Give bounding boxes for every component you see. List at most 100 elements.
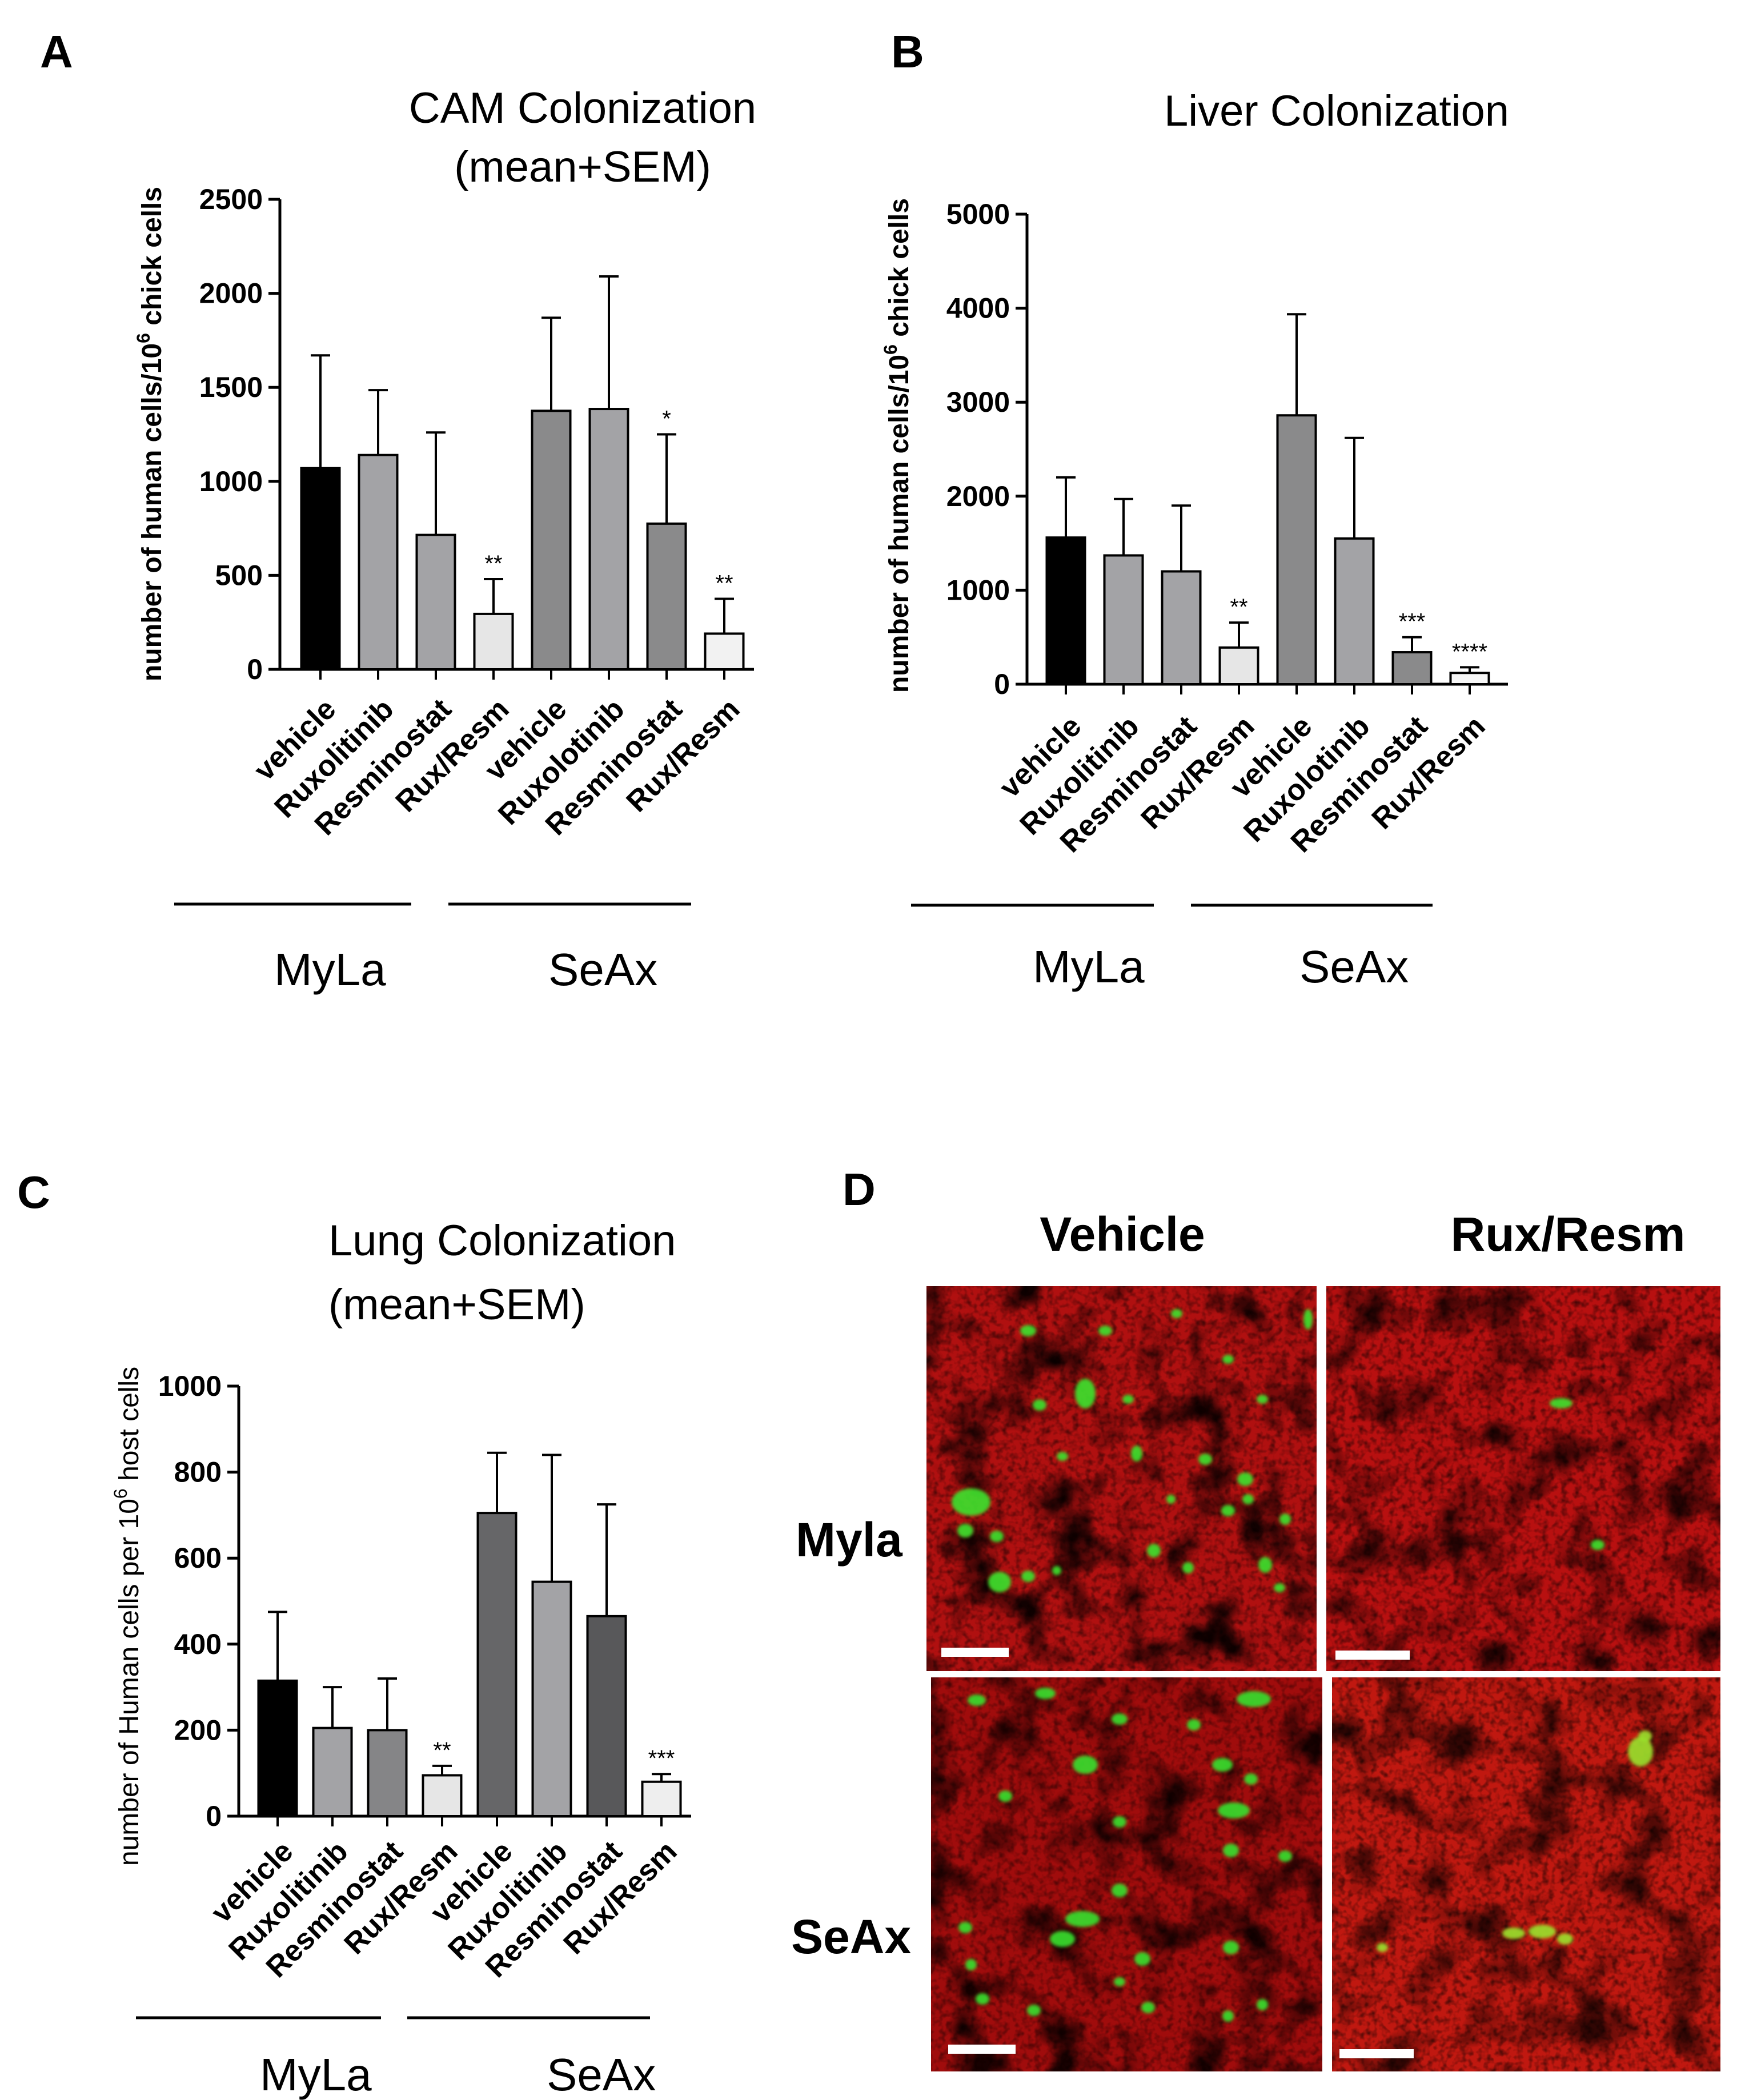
cell-spot (1073, 1756, 1098, 1774)
cell-spot (1198, 1453, 1212, 1465)
micrograph-myla-rux-resm (1326, 1286, 1720, 1671)
cell-spot (1529, 1925, 1556, 1938)
cell-spot (1628, 1737, 1653, 1766)
bar (588, 408, 629, 670)
y-tick-label: 2000 (199, 278, 263, 310)
group-label: MyLa (274, 944, 386, 995)
chart-a: CAM Colonization (mean+SEM) number of huma… (133, 84, 756, 995)
bar (473, 612, 514, 670)
cell-spot (988, 1572, 1011, 1592)
bar (257, 1679, 298, 1817)
micrograph-myla-vehicle (926, 1286, 1317, 1671)
row-header-myla: Myla (796, 1513, 903, 1567)
significance-label: ** (715, 571, 733, 596)
cell-spot (1550, 1398, 1572, 1408)
cell-spot (1278, 1850, 1292, 1862)
cell-spot (1212, 1758, 1233, 1772)
cell-spot (958, 1922, 972, 1933)
bar (704, 632, 745, 671)
cell-spot (1141, 2002, 1155, 2013)
cell-spot (965, 1959, 977, 1970)
cell-spot (968, 1695, 986, 1706)
cell-spot (1223, 1941, 1239, 1954)
y-tick-label: 500 (215, 559, 263, 591)
y-tick-label: 5000 (946, 198, 1010, 230)
cell-spot (1035, 1688, 1056, 1699)
bar (586, 1615, 627, 1817)
scale-bar (1339, 2049, 1414, 2058)
significance-label: ** (433, 1738, 451, 1763)
bar (422, 1774, 463, 1818)
chart-title: Liver Colonization (1164, 87, 1509, 135)
significance-label: ** (484, 551, 502, 576)
cell-spot (1237, 1691, 1271, 1707)
group-label: SeAx (547, 2049, 656, 2100)
cell-spot (1258, 1557, 1272, 1573)
significance-label: * (662, 407, 671, 432)
micrograph-seax-rux-resm (1332, 1677, 1720, 2071)
cell-spot (1147, 1544, 1161, 1557)
group-label: SeAx (548, 944, 657, 995)
panel-c-letter: C (17, 1167, 50, 1218)
chart-title: CAM Colonization (409, 84, 756, 132)
cell-spot (1257, 1395, 1268, 1404)
y-tick-label: 400 (174, 1628, 222, 1660)
y-tick-label: 0 (247, 653, 263, 685)
cell-spot (1033, 1399, 1046, 1411)
y-tick-label: 2500 (199, 183, 263, 215)
cell-spot (1638, 1730, 1652, 1742)
bar (1045, 536, 1086, 685)
cell-spot (1187, 1719, 1201, 1730)
panel-d-letter: D (843, 1164, 876, 1215)
bar (1334, 537, 1375, 685)
scale-bar (941, 1648, 1009, 1657)
cell-spot (1237, 1472, 1253, 1486)
cell-spot (1222, 1355, 1234, 1364)
bar (1449, 672, 1490, 686)
group-label: MyLa (1033, 941, 1145, 992)
bar (312, 1726, 353, 1818)
cell-spot (1122, 1395, 1134, 1404)
y-tick-label: 200 (174, 1714, 222, 1746)
chart-c: Lung Colonization (mean+SEM) number of Hum… (110, 1216, 691, 2100)
cell-spot (1221, 1505, 1235, 1516)
bar (646, 522, 687, 670)
cell-spot (1182, 1562, 1194, 1573)
bar (1218, 646, 1259, 686)
y-tick-label: 0 (206, 1800, 222, 1832)
y-tick-label: 800 (174, 1456, 222, 1488)
cell-spot (1112, 1713, 1128, 1725)
y-axis-label: number of human cells/106 chick cells (880, 198, 914, 693)
cell-spot (1113, 1816, 1126, 1828)
cell-spot (1065, 1911, 1100, 1927)
cell-spot (1303, 1309, 1313, 1330)
cell-spot (1279, 1513, 1291, 1525)
cell-spot (957, 1524, 973, 1537)
micrograph-seax-vehicle (931, 1677, 1322, 2071)
cell-spot (998, 1790, 1012, 1802)
cell-spot (1502, 1928, 1525, 1939)
cell-spot (1171, 1309, 1182, 1318)
cell-spot (1021, 1571, 1035, 1582)
cell-spot (1098, 1326, 1112, 1336)
bar (531, 409, 572, 670)
cell-spot (1274, 1583, 1285, 1592)
cell-spot (1112, 1884, 1128, 1897)
y-tick-label: 600 (174, 1542, 222, 1574)
y-tick-label: 1000 (199, 465, 263, 497)
scale-bar (948, 2045, 1016, 2054)
cell-spot (1134, 1952, 1150, 1966)
cell-spot (1257, 1999, 1268, 2010)
cell-spot (1591, 1540, 1604, 1550)
y-tick-label: 1000 (946, 574, 1010, 606)
y-axis-label: number of Human cells per 106 host cells (110, 1367, 145, 1866)
significance-label: ** (1230, 595, 1247, 620)
cell-spot (1244, 1773, 1258, 1785)
cell-spot (1114, 1977, 1125, 1986)
cell-spot (1222, 2010, 1234, 2022)
panel-b-letter: B (891, 26, 924, 77)
bar (1391, 651, 1433, 686)
column-header-vehicle: Vehicle (1040, 1207, 1205, 1261)
group-label: MyLa (260, 2049, 372, 2100)
